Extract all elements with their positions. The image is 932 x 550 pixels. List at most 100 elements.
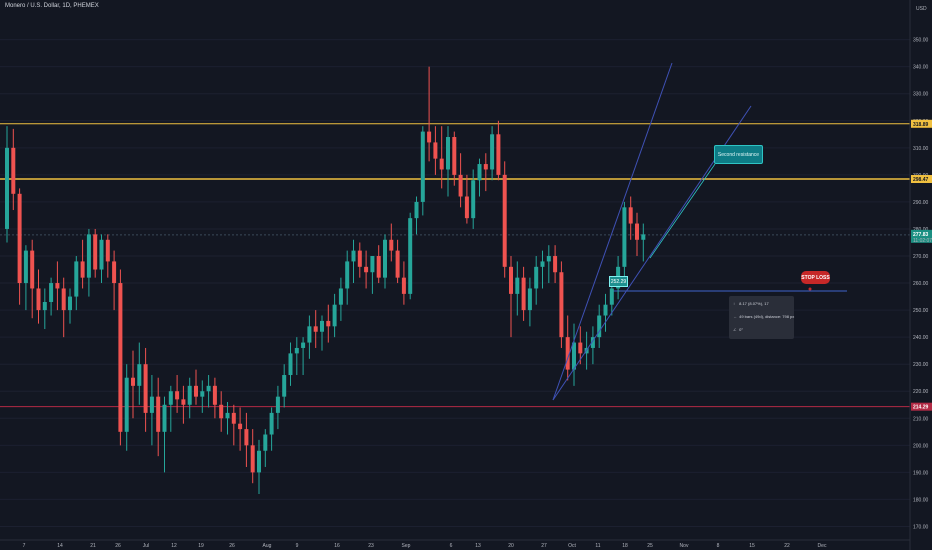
price-tick: 200.00	[913, 443, 929, 449]
symbol-title: Monero / U.S. Dollar, 1D, PHEMEX	[5, 3, 99, 9]
candle-body	[68, 296, 72, 311]
candle-body	[603, 304, 608, 316]
candle-body	[212, 385, 217, 405]
candle-body	[23, 250, 28, 284]
candle-body	[458, 174, 463, 197]
top-resistance-tag-bg	[911, 119, 932, 128]
candle-body	[572, 342, 576, 370]
candle-body	[553, 256, 558, 273]
time-tick: 16	[334, 543, 340, 549]
price-tick: 350.00	[913, 38, 929, 44]
current-price-tag-bg	[911, 229, 932, 243]
candle-body	[288, 353, 293, 376]
candle-body	[609, 288, 614, 305]
measure-row-price: ↕ 8.17 (8.07%), 17	[733, 301, 769, 306]
candle-body	[326, 320, 331, 327]
time-tick: Aug	[263, 543, 272, 549]
candle-body	[74, 261, 79, 297]
candle-body	[30, 250, 35, 289]
stop-loss-pointer	[808, 287, 812, 291]
time-tick: Nov	[680, 543, 689, 549]
candle-body	[168, 391, 173, 405]
time-tick: 20	[508, 543, 514, 549]
candle-body	[320, 320, 324, 332]
candle-body	[332, 304, 337, 327]
candles	[5, 66, 646, 495]
price-tick: 260.00	[913, 281, 929, 287]
current-price-tag: 277.83	[913, 232, 929, 238]
time-tick: 14	[57, 543, 63, 549]
candle-body	[282, 375, 287, 397]
price-tick: 270.00	[913, 254, 929, 260]
second-resistance-tag: 298.47	[913, 177, 929, 183]
price-tick: 170.00	[913, 524, 929, 530]
top-resistance-tag: 318.89	[913, 122, 929, 128]
time-axis: 7 14 21 26 Jul 12 19 26 Aug 9 16 23 Sep 6 13 20 27 Oct 11 1…	[0, 539, 910, 549]
candle-body	[446, 137, 450, 170]
candle-body	[231, 412, 236, 424]
price-tick: 190.00	[913, 470, 929, 476]
time-tick: 21	[90, 543, 96, 549]
stop-loss-callout[interactable]: STOP LOSS	[801, 271, 830, 284]
candle-body	[225, 412, 230, 419]
candle-body	[275, 396, 280, 413]
candle-body	[427, 131, 432, 143]
second-resistance-callout[interactable]: Second resistance	[714, 145, 763, 164]
candle-body	[55, 283, 60, 289]
price-tick: 290.00	[913, 200, 929, 206]
candle-body	[521, 277, 526, 311]
candle-body	[301, 342, 306, 348]
candle-body	[162, 404, 167, 432]
candle-body	[105, 239, 110, 262]
time-tick: 27	[541, 543, 547, 549]
second-resistance-tag-bg	[911, 175, 932, 184]
candle-body	[194, 385, 198, 397]
candle-body	[338, 288, 343, 305]
candle-body	[509, 266, 513, 294]
candle-body	[36, 288, 41, 311]
candle-body	[42, 301, 47, 311]
measure-row-bars: ↔ 49 bars (49d), distance: 798 px	[733, 314, 795, 319]
candle-body	[149, 396, 154, 413]
candle-body	[112, 261, 117, 284]
candle-body	[351, 250, 356, 262]
candle-body	[477, 164, 482, 181]
current-price-countdown: 11:02:07	[913, 238, 932, 244]
candle-body	[628, 207, 633, 224]
candle-body	[370, 256, 375, 273]
callout-pointer	[649, 163, 716, 259]
candle-body	[175, 391, 180, 400]
candle-body	[131, 377, 135, 386]
candle-body	[93, 234, 98, 270]
upper-trend-line	[552, 62, 673, 401]
time-tick: 12	[171, 543, 177, 549]
candle-body	[565, 337, 570, 370]
candle-body	[635, 223, 639, 240]
price-tick: 230.00	[913, 362, 929, 368]
trend-lines	[552, 62, 812, 401]
candle-body	[546, 256, 551, 262]
time-tick: 6	[450, 543, 453, 549]
candle-body	[80, 261, 85, 278]
support-tag-bg	[911, 402, 932, 411]
candle-body	[5, 147, 9, 229]
angle-icon: ∠	[733, 327, 737, 332]
time-tick: Oct	[568, 543, 576, 549]
candle-body	[408, 218, 413, 294]
candle-body	[156, 396, 161, 432]
candle-body	[206, 385, 211, 392]
entry-price-label: 252.29	[610, 278, 627, 285]
price-tick: 330.00	[913, 92, 929, 98]
candle-body	[464, 196, 469, 219]
chart-grid	[0, 39, 910, 527]
price-tick: 250.00	[913, 308, 929, 314]
candle-body	[181, 399, 186, 405]
entry-price-tag[interactable]: 252.29	[609, 276, 628, 287]
time-tick: Dec	[818, 543, 827, 549]
price-range-icon: ↕	[733, 301, 735, 306]
candle-body	[244, 429, 249, 446]
candle-body	[345, 261, 350, 289]
candle-body	[641, 234, 646, 240]
